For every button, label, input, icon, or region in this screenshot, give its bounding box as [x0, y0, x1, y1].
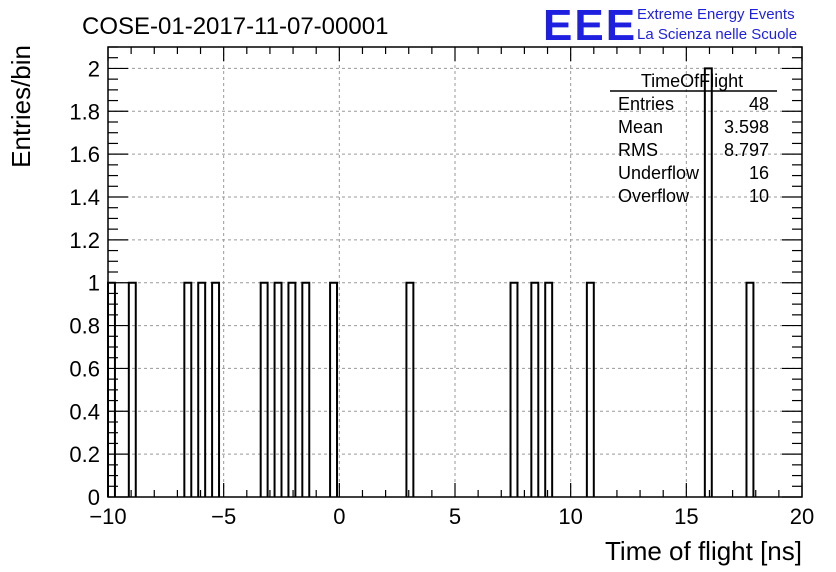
histogram-bin — [509, 281, 519, 497]
y-tick-label: 2 — [88, 56, 100, 81]
y-tick-label: 0.4 — [69, 399, 100, 424]
histogram-bin — [127, 281, 137, 497]
x-tick-label: 0 — [333, 504, 345, 529]
eee-logo: EEE Extreme Energy Events La Scienza nel… — [543, 1, 797, 50]
axes — [107, 46, 803, 498]
stats-box: TimeOfFlight Entries 48 Mean 3.598 RMS 8.797 U… — [610, 71, 777, 206]
x-tick-label: 5 — [449, 504, 461, 529]
logo-mark: EEE — [543, 1, 637, 50]
stats-value: 8.797 — [724, 140, 769, 160]
logo-line-2: La Scienza nelle Scuole — [637, 26, 797, 43]
x-axis-label: Time of flight [ns] — [605, 536, 802, 566]
y-tick-label: 0.8 — [69, 314, 100, 339]
histogram-bin — [273, 281, 283, 497]
stats-value: 48 — [749, 94, 769, 114]
chart-title: COSE-01-2017-11-07-00001 — [82, 13, 388, 40]
y-tick-label: 0.2 — [69, 442, 100, 467]
tick-labels: −10 −5 0 5 10 15 20 0 0.2 0.4 0.6 0.8 1 1.2 1.4 1.6 1.8 2 — [69, 56, 814, 529]
stats-value: 16 — [749, 163, 769, 183]
histogram-bin — [544, 281, 554, 497]
y-tick-label: 1.2 — [69, 228, 100, 253]
y-tick-label: 0 — [88, 485, 100, 510]
histogram-bin — [301, 281, 311, 497]
histogram-bin — [405, 281, 415, 497]
histogram-bin — [183, 281, 193, 497]
histogram-bin — [703, 67, 713, 497]
histogram-bin — [287, 281, 297, 497]
x-tick-label: 10 — [558, 504, 582, 529]
histogram-bin — [585, 281, 595, 497]
histogram-bin — [329, 281, 339, 497]
histogram-bin — [745, 281, 755, 497]
stats-value: 3.598 — [724, 117, 769, 137]
stats-label: Entries — [618, 94, 674, 114]
histogram-bin — [211, 281, 221, 497]
x-tick-label: 15 — [674, 504, 698, 529]
y-tick-label: 0.6 — [69, 356, 100, 381]
stats-label: Overflow — [618, 186, 690, 206]
x-tick-label: 20 — [790, 504, 814, 529]
stats-label: RMS — [618, 140, 658, 160]
y-axis-label: Entries/bin — [6, 45, 36, 168]
y-tick-label: 1.8 — [69, 99, 100, 124]
histogram-bin — [259, 281, 269, 497]
stats-rows: Entries 48 Mean 3.598 RMS 8.797 Underflow 16 Ove… — [618, 94, 769, 206]
stats-label: Mean — [618, 117, 663, 137]
x-tick-label: −5 — [211, 504, 236, 529]
histogram-bin — [197, 281, 207, 497]
y-tick-label: 1 — [88, 271, 100, 296]
y-tick-label: 1.6 — [69, 142, 100, 167]
stats-value: 10 — [749, 186, 769, 206]
stats-label: Underflow — [618, 163, 700, 183]
grid-lines — [108, 47, 802, 497]
histogram-bin — [530, 281, 540, 497]
x-tick-label: −10 — [89, 504, 126, 529]
logo-line-1: Extreme Energy Events — [637, 6, 795, 23]
stats-title: TimeOfFlight — [641, 71, 743, 91]
y-tick-label: 1.4 — [69, 185, 100, 210]
